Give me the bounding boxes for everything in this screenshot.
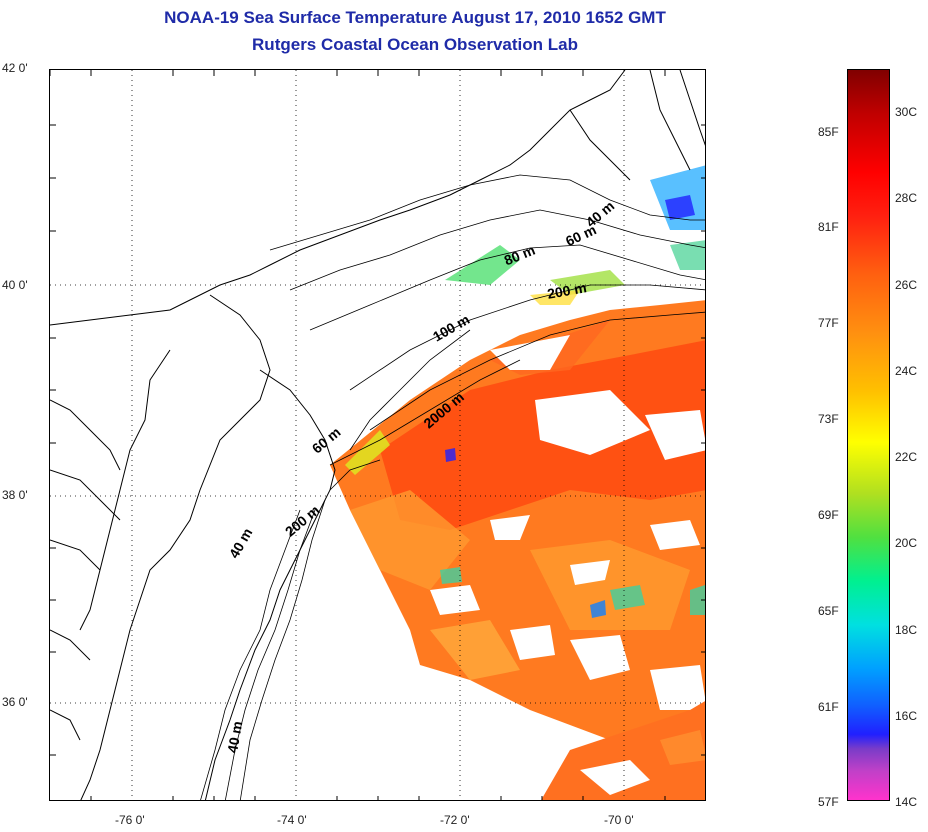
lat-label-36: 36 0' (2, 695, 28, 709)
colorbar-label-65f: 65F (818, 604, 839, 618)
lat-label-40: 40 0' (2, 278, 28, 292)
lat-label-38: 38 0' (2, 488, 28, 502)
colorbar-label-22c: 22C (895, 450, 918, 464)
lon-label-72: -72 0' (440, 813, 470, 827)
lon-label-70: -70 0' (604, 813, 634, 827)
sst-data-layer (330, 165, 705, 800)
colorbar-label-61f: 61F (818, 700, 839, 714)
colorbar-label-14c: 14C (895, 795, 918, 809)
graticule (50, 70, 705, 800)
colorbar-label-18c: 18C (895, 623, 918, 637)
map-canvas: 40 m 60 m 80 m 200 m 100 m 2000 m 60 m 2… (50, 70, 705, 800)
colorbar-label-26c: 26C (895, 278, 918, 292)
lat-label-42: 42 0' (2, 61, 28, 75)
colorbar-label-73f: 73F (818, 412, 839, 426)
colorbar-label-85f: 85F (818, 125, 839, 139)
colorbar-label-69f: 69F (818, 508, 839, 522)
colorbar-label-30c: 30C (895, 105, 918, 119)
temperature-colorbar (847, 69, 890, 801)
colorbar-label-77f: 77F (818, 316, 839, 330)
coastline (50, 70, 705, 800)
colorbar-label-24c: 24C (895, 364, 918, 378)
contour-label-200m-south: 200 m (282, 502, 323, 540)
map-title: NOAA-19 Sea Surface Temperature August 1… (164, 8, 666, 27)
bathymetry-contours (200, 174, 705, 800)
contour-label-200m-north: 200 m (546, 279, 588, 302)
tick-marks (50, 70, 705, 800)
colorbar-label-57f: 57F (818, 795, 839, 809)
colorbar-label-28c: 28C (895, 191, 918, 205)
colorbar-label-81f: 81F (818, 220, 839, 234)
colorbar-label-16c: 16C (895, 709, 918, 723)
colorbar-label-20c: 20C (895, 536, 918, 550)
lon-label-74: -74 0' (277, 813, 307, 827)
contour-label-100m: 100 m (430, 311, 472, 345)
contour-label-40m-south: 40 m (224, 720, 245, 754)
contour-label-80m: 80 m (502, 242, 538, 269)
contour-label-60m-south: 60 m (309, 424, 344, 457)
lon-label-76: -76 0' (115, 813, 145, 827)
contour-label-40m-mid: 40 m (226, 525, 256, 561)
sst-map[interactable]: 40 m 60 m 80 m 200 m 100 m 2000 m 60 m 2… (49, 69, 706, 801)
map-subtitle: Rutgers Coastal Ocean Observation Lab (252, 35, 578, 54)
